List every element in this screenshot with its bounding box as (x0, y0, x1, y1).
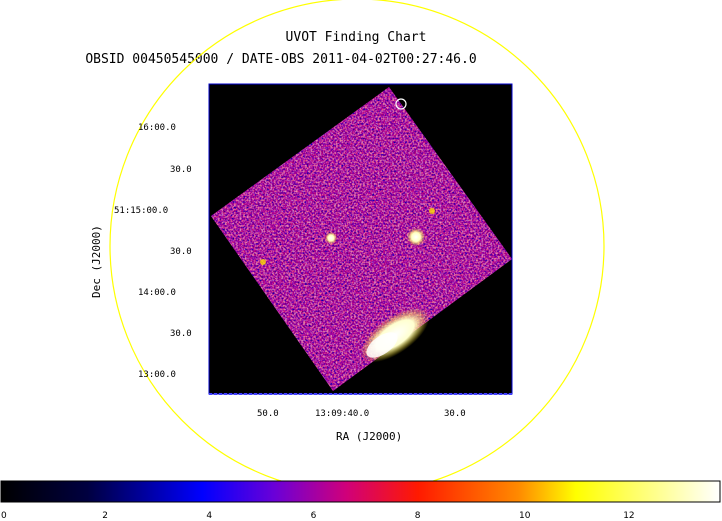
faint-star (429, 208, 435, 214)
exposure-noise (211, 87, 512, 391)
dec-tick-label: 30.0 (170, 165, 192, 175)
colorbar-ticks: 0 2 4 6 8 10 12 (1, 511, 635, 521)
dec-tick-label: 16:00.0 (138, 123, 176, 133)
colorbar-tick-label: 8 (415, 511, 421, 521)
bright-star (407, 228, 425, 246)
y-axis-label: Dec (J2000) (90, 225, 103, 298)
ra-tick-label: 30.0 (444, 409, 466, 419)
chart-subtitle: OBSID 00450545000 / DATE-OBS 2011-04-02T… (85, 52, 477, 67)
chart-title: UVOT Finding Chart (285, 30, 427, 45)
faint-star (260, 259, 266, 265)
x-axis-label: RA (J2000) (336, 430, 402, 443)
dec-tick-label: 30.0 (170, 329, 192, 339)
colorbar-tick-label: 2 (102, 511, 108, 521)
colorbar-tick-label: 12 (623, 511, 634, 521)
colorbar-tick-label: 0 (1, 511, 7, 521)
dec-tick-label: 51:15:00.0 (114, 206, 168, 216)
target-marker (395, 98, 407, 110)
dec-tick-label: 13:00.0 (138, 370, 176, 380)
colorbar-tick-label: 4 (206, 511, 212, 521)
colorbar-tick-label: 10 (519, 511, 531, 521)
bright-nebula-core (366, 332, 398, 358)
colorbar (0, 480, 721, 503)
ra-tick-label: 50.0 (257, 409, 279, 419)
ra-tick-label: 13:09:40.0 (315, 409, 369, 419)
colorbar-tick-label: 6 (311, 511, 317, 521)
dec-tick-label: 14:00.0 (138, 288, 176, 298)
dec-tick-label: 30.0 (170, 247, 192, 257)
star-source (325, 232, 337, 244)
